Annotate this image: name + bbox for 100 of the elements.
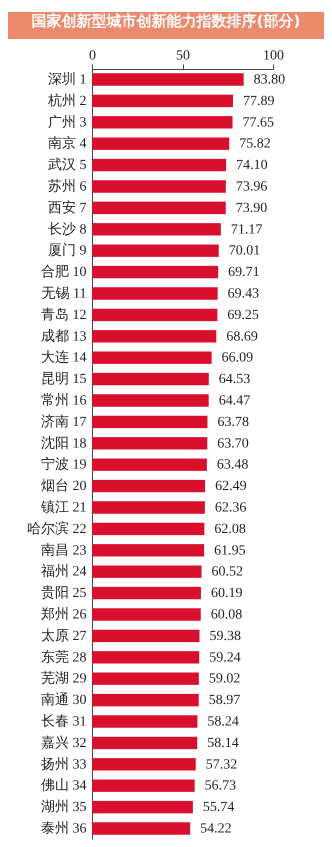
- data-label: 74.10: [236, 158, 268, 174]
- bar: [92, 180, 226, 193]
- y-tick-label: 苏州 6: [48, 178, 86, 194]
- bar: [92, 522, 204, 536]
- bar: [92, 223, 221, 236]
- data-label: 73.90: [236, 200, 268, 216]
- data-label: 55.74: [202, 800, 234, 816]
- y-tick-label: 扬州 33: [41, 756, 86, 772]
- data-label: 83.80: [254, 72, 286, 88]
- bar: [92, 94, 233, 108]
- data-label: 58.24: [207, 714, 239, 730]
- bar: [92, 480, 206, 492]
- bar: [92, 244, 219, 257]
- y-tick-label: 沈阳 18: [41, 435, 86, 452]
- data-label: 60.19: [210, 586, 242, 602]
- y-tick-label: 烟台 20: [41, 478, 86, 494]
- y-tick-label: 镇江 21: [40, 500, 86, 516]
- bar: [92, 630, 200, 642]
- data-label: 69.43: [228, 286, 260, 302]
- bar: [92, 351, 212, 364]
- data-label: 59.02: [208, 672, 240, 687]
- bar: [92, 116, 233, 128]
- data-label: 69.25: [227, 308, 259, 323]
- bar: [92, 287, 218, 300]
- data-label: 62.49: [215, 479, 247, 494]
- y-tick-label: 南昌 23: [41, 542, 86, 558]
- y-tick-label: 湖州 35: [41, 799, 86, 816]
- data-label: 75.82: [239, 136, 271, 152]
- x-tick-label: 0: [89, 48, 96, 64]
- y-tick-label: 大连 14: [41, 350, 86, 366]
- data-label: 68.69: [226, 329, 258, 344]
- bar: [92, 266, 218, 278]
- y-tick-label: 合肥 10: [41, 264, 86, 280]
- y-tick-label: 太原 27: [41, 628, 86, 644]
- bar: [92, 73, 244, 86]
- data-label: 63.70: [217, 436, 249, 452]
- bar: [92, 672, 199, 685]
- data-label: 60.52: [212, 564, 244, 580]
- y-tick-label: 青岛 12: [41, 306, 86, 323]
- data-label: 56.73: [204, 778, 236, 794]
- y-tick-label: 西安 7: [48, 200, 86, 216]
- bar: [92, 137, 230, 150]
- y-tick-label: 成都 13: [41, 328, 86, 344]
- bar: [92, 416, 208, 428]
- bar: [92, 608, 201, 621]
- y-tick-label: 嘉兴 32: [41, 734, 86, 751]
- data-label: 60.08: [210, 608, 242, 623]
- bar: [92, 822, 190, 835]
- y-tick-label: 佛山 34: [41, 778, 86, 794]
- data-label: 62.08: [214, 522, 246, 537]
- y-tick-label: 宁波 19: [41, 456, 86, 473]
- data-label: 54.22: [200, 822, 232, 837]
- y-tick-label: 杭州 2: [47, 92, 86, 109]
- data-label: 58.14: [207, 736, 239, 751]
- bar: [92, 330, 216, 342]
- bar: [92, 544, 204, 557]
- data-label: 59.38: [209, 628, 241, 644]
- data-label: 71.17: [230, 222, 262, 238]
- bar: [92, 566, 202, 578]
- data-label: 64.47: [218, 394, 250, 408]
- data-label: 57.32: [206, 757, 238, 772]
- y-tick-label: 南通 30: [41, 692, 86, 708]
- data-label: 64.53: [218, 372, 250, 388]
- y-tick-label: 泰州 36: [41, 820, 86, 837]
- bar: [92, 437, 208, 450]
- bar: [92, 758, 196, 771]
- bar: [92, 458, 207, 471]
- bar: [92, 372, 209, 386]
- bar: [92, 586, 201, 600]
- y-tick-label: 福州 24: [41, 564, 86, 580]
- y-tick-label: 哈尔滨 22: [27, 520, 86, 537]
- chart-title: 国家创新型城市创新能力指数排序(部分): [8, 12, 324, 39]
- data-label: 70.01: [228, 244, 260, 259]
- y-tick-label: 芜湖 29: [41, 670, 86, 687]
- bar: [92, 800, 193, 814]
- y-tick-label: 昆明 15: [41, 371, 86, 388]
- y-tick-label: 厦门 9: [48, 242, 86, 259]
- data-label: 62.36: [214, 500, 246, 516]
- data-label: 59.24: [209, 650, 241, 666]
- data-label: 63.48: [216, 458, 248, 473]
- x-tick-label: 50: [176, 48, 190, 64]
- data-label: 73.96: [236, 179, 268, 194]
- y-tick-label: 武汉 5: [48, 157, 86, 174]
- data-label: 66.09: [222, 350, 254, 366]
- bar: [92, 202, 226, 214]
- bar: [92, 394, 209, 407]
- y-tick-label: 深圳 1: [48, 71, 86, 88]
- y-tick-label: 无锡 11: [42, 285, 86, 302]
- y-tick-label: 常州 16: [41, 392, 86, 408]
- bar: [92, 736, 198, 750]
- y-tick-label: 广州 3: [48, 114, 86, 130]
- y-tick-label: 贵阳 25: [41, 585, 86, 602]
- bar: [92, 694, 199, 706]
- y-tick-label: 郑州 26: [41, 606, 86, 623]
- bar: [92, 308, 218, 322]
- data-label: 61.95: [214, 543, 246, 558]
- data-label: 63.78: [217, 414, 249, 430]
- data-label: 77.65: [242, 115, 274, 130]
- y-tick-label: 长沙 8: [48, 221, 86, 238]
- bar: [92, 715, 198, 728]
